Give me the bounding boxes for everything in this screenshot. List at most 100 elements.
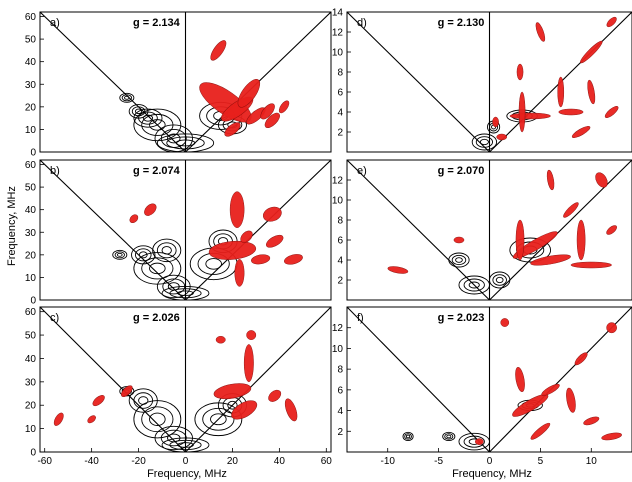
red-feature (583, 416, 600, 426)
red-feature (144, 203, 157, 216)
red-feature (606, 225, 617, 235)
y-tick-label: 0 (30, 148, 36, 159)
red-feature (606, 16, 617, 28)
y-tick-label: 40 (25, 57, 37, 68)
black-contour (156, 242, 177, 259)
red-feature (512, 231, 558, 259)
black-contour (446, 434, 452, 439)
black-contour (161, 286, 210, 300)
black-contour (133, 108, 182, 142)
x-axis-title-right: Frequency, MHz (452, 468, 532, 480)
y-tick-label: 10 (332, 344, 344, 355)
red-feature (278, 100, 290, 114)
y-axis-title: Frequency, MHz (6, 186, 18, 266)
red-feature (260, 103, 275, 120)
x-tick-label: -60 (37, 456, 52, 467)
black-contour (455, 257, 463, 263)
black-contour (149, 412, 166, 426)
y-tick-label: 10 (25, 273, 37, 284)
panel-a: 0 10 20 30 40 50 60 a) g = 2.134 (25, 11, 332, 159)
y-tick-label: 60 (25, 160, 37, 171)
panel-e: 2 4 6 8 10 12 e) g = 2.070 (332, 159, 632, 301)
diagonal-line-left (347, 307, 490, 452)
red-feature (129, 214, 139, 224)
y-tick-label: 50 (25, 35, 37, 46)
red-feature (595, 172, 608, 188)
panel-d: 2 4 6 8 10 12 14 d) g = 2.130 (332, 8, 632, 153)
red-feature (284, 398, 298, 422)
y-tick-label: 8 (337, 68, 343, 79)
red-feature (229, 191, 245, 228)
black-contour (169, 288, 202, 299)
red-feature (516, 63, 524, 81)
x-tick-label: -10 (380, 456, 395, 467)
black-contour (405, 434, 411, 439)
red-feature (237, 79, 261, 108)
red-feature (453, 236, 465, 244)
black-contour (489, 271, 511, 289)
black-contour (210, 413, 227, 426)
red-feature (210, 40, 227, 61)
y-tick-label: 14 (332, 8, 344, 19)
x-tick-label: -5 (434, 456, 443, 467)
black-contour (152, 238, 182, 263)
panel-letter: d) (357, 17, 367, 29)
red-feature (515, 366, 525, 393)
red-feature (240, 230, 253, 243)
black-contour (463, 435, 485, 448)
diagonal-line-left (347, 12, 490, 152)
y-tick-label: 2 (337, 128, 343, 139)
black-contour (112, 249, 128, 260)
black-contour (205, 258, 222, 270)
black-contour (471, 133, 498, 151)
black-contour (442, 431, 456, 442)
black-contour (479, 138, 489, 146)
plot-area (40, 12, 331, 152)
black-contour (458, 275, 490, 295)
red-feature (246, 330, 257, 340)
red-feature (262, 206, 282, 222)
y-tick-label: 12 (332, 323, 344, 334)
red-feature (580, 40, 603, 64)
x-tick-label: 60 (321, 456, 333, 467)
red-feature (601, 432, 622, 441)
panel-letter: c) (50, 312, 59, 324)
black-contour (492, 274, 507, 286)
plot-area (40, 160, 331, 300)
x-tick-label: 0 (183, 456, 189, 467)
x-tick-label: 10 (586, 456, 598, 467)
red-feature (87, 415, 96, 424)
red-feature (264, 112, 280, 129)
black-contour (131, 106, 146, 117)
red-feature (509, 112, 551, 120)
g-value-label: g = 2.070 (438, 165, 485, 177)
plot-area (347, 307, 632, 452)
red-feature (587, 79, 596, 105)
black-contour (227, 400, 238, 410)
black-contour (475, 136, 494, 148)
red-feature (512, 394, 549, 417)
y-tick-label: 4 (337, 256, 343, 267)
y-tick-label: 2 (337, 276, 343, 287)
black-contour (458, 432, 490, 451)
red-feature (606, 322, 617, 334)
red-feature (92, 395, 105, 407)
black-contour (154, 124, 193, 152)
black-contour (142, 114, 154, 122)
black-contour (444, 433, 454, 440)
black-contour (448, 252, 470, 268)
y-tick-label: 40 (25, 205, 37, 216)
red-feature (121, 385, 133, 398)
black-contour (175, 139, 196, 147)
x-tick-label: 40 (274, 456, 286, 467)
y-tick-label: 30 (25, 228, 37, 239)
red-feature (530, 422, 551, 440)
red-feature (515, 219, 525, 261)
y-tick-label: 50 (25, 331, 37, 342)
black-contour (402, 431, 414, 442)
red-feature (243, 344, 254, 383)
g-value-label: g = 2.026 (133, 312, 180, 324)
red-feature (224, 122, 241, 137)
diagonal-line-right (185, 307, 331, 452)
